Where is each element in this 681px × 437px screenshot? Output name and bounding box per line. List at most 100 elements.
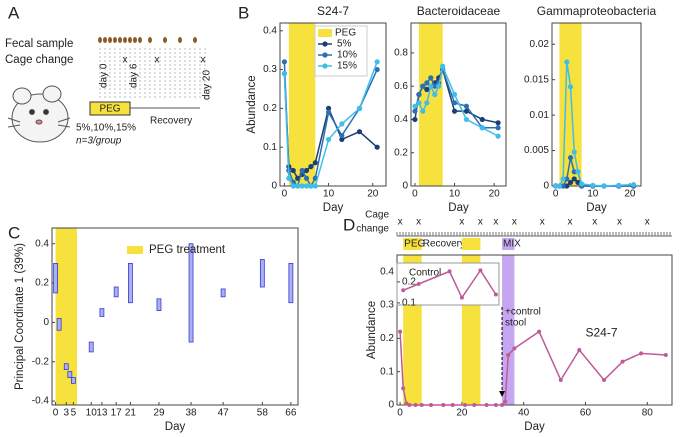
legend-label: 10% xyxy=(337,50,357,61)
series-line xyxy=(402,268,497,300)
fecal-dot xyxy=(113,37,117,43)
point xyxy=(299,183,305,189)
x-axis-label: Day xyxy=(586,202,607,214)
x-axis-label: Day xyxy=(323,202,344,214)
point xyxy=(428,75,434,81)
x-tick-label: 58 xyxy=(257,408,269,419)
legend-label: 5% xyxy=(337,39,352,50)
y-tick-label: 0.2 xyxy=(380,333,394,344)
series-label: S24-7 xyxy=(585,326,617,340)
point xyxy=(495,125,501,131)
day-label: day 20 xyxy=(202,70,213,100)
cage-mark: x xyxy=(201,55,206,66)
point xyxy=(451,91,458,98)
cage-mark: x xyxy=(155,55,160,66)
point xyxy=(579,181,585,187)
point xyxy=(556,183,563,189)
legend-swatch xyxy=(318,29,332,37)
fecal-dot xyxy=(128,37,132,43)
y-tick-label: 0.3 xyxy=(380,300,394,311)
range-box xyxy=(113,286,119,298)
fecal-dot xyxy=(108,37,112,43)
range-box xyxy=(288,262,294,304)
point xyxy=(412,103,418,109)
peg-label: PEG xyxy=(99,104,120,115)
y-tick-label: 0.2 xyxy=(394,147,408,158)
dose-label: 5%,10%,15% xyxy=(76,123,136,134)
y-tick-label: 0.4 xyxy=(263,25,277,36)
fecal-dot xyxy=(193,37,197,43)
point xyxy=(447,269,452,274)
point xyxy=(303,167,310,174)
x-tick-label: 21 xyxy=(125,408,137,419)
range-box xyxy=(56,318,62,331)
point xyxy=(577,348,582,352)
cage-mark: x xyxy=(459,217,464,228)
point xyxy=(462,403,467,407)
point xyxy=(339,121,345,127)
y-tick-label: 0.005 xyxy=(524,145,549,156)
range-box xyxy=(259,259,265,288)
point xyxy=(479,116,485,123)
y-tick-label: 0.2 xyxy=(35,278,49,289)
cage-label: change xyxy=(356,224,389,235)
diagram: Fecal sample Cage change x x x day 0 day… xyxy=(5,37,213,147)
point xyxy=(290,183,296,189)
y-tick-label: 0 xyxy=(543,181,549,192)
point xyxy=(479,125,485,131)
period-bar xyxy=(461,238,481,250)
y-tick-label: 0.4 xyxy=(380,266,394,277)
point xyxy=(356,129,363,135)
mouse-icon xyxy=(7,85,71,143)
y-tick-label: 0.015 xyxy=(524,74,549,85)
point xyxy=(295,183,301,189)
y-tick-label: 0.2 xyxy=(263,103,277,114)
point xyxy=(463,116,470,123)
chart-title: Gammaproteobacteria xyxy=(537,4,657,18)
axes-frame xyxy=(410,22,507,187)
legend-label: PEG xyxy=(335,28,356,39)
x-tick-label: 47 xyxy=(218,408,230,419)
point xyxy=(325,136,332,143)
point xyxy=(500,403,505,407)
x-tick-label: 0 xyxy=(412,189,418,200)
point xyxy=(493,292,498,297)
point xyxy=(537,329,542,334)
point xyxy=(639,351,644,356)
point xyxy=(512,346,517,351)
shade xyxy=(288,23,316,186)
inset-tick-label: 0.2 xyxy=(402,277,416,288)
inset-tick-label: 0.1 xyxy=(402,298,416,309)
point xyxy=(436,83,442,89)
fecal-dot xyxy=(163,37,167,43)
point xyxy=(571,176,577,182)
y-axis-label: Principal Coordinate 1 (39%) xyxy=(14,243,26,390)
x-tick-label: 0 xyxy=(397,408,403,419)
x-tick-label: 0 xyxy=(282,189,288,200)
y-tick-label: 0.4 xyxy=(394,114,408,125)
charts: 0 10 2000.10.20.30.4S24-7DayAbundancePEG5%… xyxy=(14,4,673,433)
point xyxy=(450,403,455,407)
point xyxy=(564,183,570,189)
legend-marker xyxy=(322,52,328,58)
point xyxy=(407,403,412,407)
x-tick-label: 20 xyxy=(624,189,636,200)
y-tick-label: 0.3 xyxy=(263,64,277,75)
point xyxy=(575,169,581,175)
x-axis-label: Day xyxy=(448,202,469,214)
x-axis-label: Day xyxy=(165,421,186,433)
day-label: day 6 xyxy=(129,63,140,88)
period-bar xyxy=(403,238,422,250)
point xyxy=(299,167,305,174)
range-box xyxy=(70,377,76,384)
y-tick-label: 0.4 xyxy=(35,238,49,249)
point xyxy=(420,83,426,89)
cage-mark: x xyxy=(645,217,650,228)
point xyxy=(590,182,596,188)
point xyxy=(281,70,288,77)
y-tick-label: 0.8 xyxy=(394,48,408,59)
y-tick-label: 0 xyxy=(43,317,49,328)
legend-marker xyxy=(322,63,328,69)
point xyxy=(616,182,622,188)
cage-mark: x xyxy=(617,217,622,228)
